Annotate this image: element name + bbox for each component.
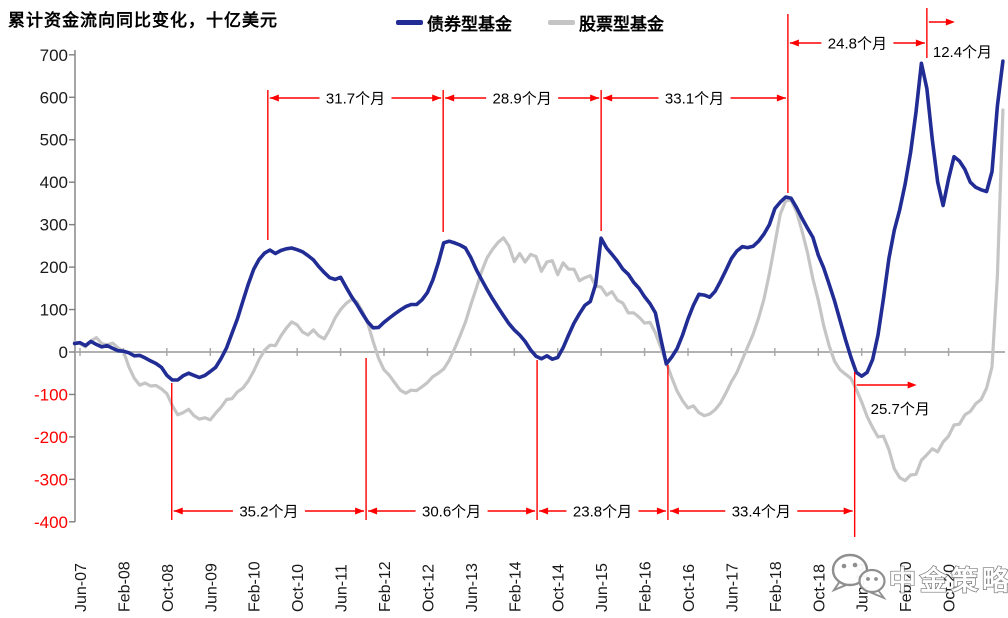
equity-line-swatch <box>548 20 575 25</box>
chart-title: 累计资金流向同比变化，十亿美元 <box>8 11 278 30</box>
legend-item-equity: 股票型基金 <box>548 10 664 35</box>
dimension-label-bg <box>319 88 392 108</box>
cycle-length-label: 33.4个月 <box>732 504 791 521</box>
y-tick-label: 300 <box>40 216 68 235</box>
cycle-length-label: 25.7个月 <box>871 401 930 418</box>
y-tick-label: 700 <box>40 46 68 65</box>
arrowhead-left-icon <box>445 94 455 102</box>
cycle-length-label: 30.6个月 <box>422 504 481 521</box>
arrowhead-right-icon <box>355 507 365 515</box>
x-tick-label: Jun-17 <box>724 563 741 612</box>
y-axis: 700 600 500 400 300 200 100 0 -100 -200 -300 -400 <box>34 46 76 532</box>
wechat-bubble-small <box>858 568 886 594</box>
arrowhead-right-icon <box>776 94 786 102</box>
x-tick-label: Oct-14 <box>551 564 568 612</box>
cycle-annotations: 31.7个月 28.9个月 33.1个月 24.8个月 35.2个月 30.6个月 23.8… <box>171 8 992 537</box>
y-tick-label: -100 <box>34 385 68 404</box>
dimension-label-bg <box>725 501 798 521</box>
dimension-label-bg <box>566 501 639 521</box>
y-tick-label: 200 <box>40 258 68 277</box>
dimension-label-bg <box>821 33 894 53</box>
arrowhead-right-icon <box>843 507 853 515</box>
y-tick-label: 400 <box>40 173 68 192</box>
wechat-bubble-eye <box>874 577 878 581</box>
chart-built-content: 700 600 500 400 300 200 100 0 -100 -200 -300 -400 Ju… <box>34 8 1005 612</box>
dimension-label-bg <box>486 88 559 108</box>
x-tick-label: Feb-08 <box>116 561 133 612</box>
y-tick-label: -400 <box>34 513 68 532</box>
arrowhead-right-icon <box>526 507 536 515</box>
wechat-bubble-eye <box>852 562 858 568</box>
y-tick-label: 0 <box>59 343 68 362</box>
cycle-length-label: 28.9个月 <box>493 91 552 108</box>
arrowhead-left-icon <box>173 507 183 515</box>
legend-item-bond: 债券型基金 <box>396 10 512 35</box>
arrowhead-left-icon <box>539 507 549 515</box>
y-tick-label: 500 <box>40 131 68 150</box>
arrowhead-right-icon <box>590 94 600 102</box>
bond-line-swatch <box>396 20 423 25</box>
x-tick-label: Feb-14 <box>507 561 524 612</box>
x-tick-label: Jun-07 <box>73 563 90 612</box>
x-tick-label: Feb-20 <box>898 561 915 612</box>
x-tick-label: Jun-15 <box>594 563 611 612</box>
x-tick-label: Jun-09 <box>203 563 220 612</box>
legend-label-equity: 股票型基金 <box>579 15 664 34</box>
arrowhead-right-icon <box>432 94 442 102</box>
arrowhead-left-icon <box>368 507 378 515</box>
arrowhead-right-icon <box>907 381 917 389</box>
y-tick-label: -200 <box>34 428 68 447</box>
x-tick-label: Feb-10 <box>247 561 264 612</box>
arrowhead-right-icon <box>945 18 955 26</box>
wechat-bubble-eye <box>841 563 847 569</box>
y-tick-label: 600 <box>40 88 68 107</box>
legend-label-bond: 债券型基金 <box>427 15 512 34</box>
x-tick-label: Oct-08 <box>160 564 177 612</box>
cycle-length-label: 31.7个月 <box>326 91 385 108</box>
y-tick-label: -300 <box>34 470 68 489</box>
x-tick-label: Feb-18 <box>768 561 785 612</box>
wechat-bubble-eye <box>866 577 870 581</box>
cycle-length-label: 24.8个月 <box>828 36 887 53</box>
cycle-length-label: 23.8个月 <box>573 504 632 521</box>
cycle-length-label: 33.1个月 <box>665 91 724 108</box>
arrowhead-right-icon <box>656 507 666 515</box>
x-tick-label: Oct-12 <box>420 564 437 612</box>
x-tick-label: Feb-12 <box>377 561 394 612</box>
dimension-label-bg <box>658 88 731 108</box>
watermark: 中金策略 <box>831 553 1008 601</box>
arrowhead-left-icon <box>669 507 679 515</box>
x-tick-label: Feb-16 <box>638 561 655 612</box>
x-tick-label: Oct-16 <box>681 564 698 612</box>
bond-series-line <box>72 59 1005 382</box>
x-tick-label: Oct-20 <box>942 564 959 612</box>
x-tick-label: Oct-18 <box>811 564 828 612</box>
watermark-text: 中金策略 <box>889 565 1008 596</box>
dimension-label-bg <box>232 501 305 521</box>
arrowhead-left-icon <box>789 39 799 47</box>
cycle-length-label: 35.2个月 <box>239 504 298 521</box>
dimension-label-bg <box>415 501 488 521</box>
arrowhead-left-icon <box>269 94 279 102</box>
x-tick-label: Oct-10 <box>290 564 307 612</box>
x-tick-label: Jun-13 <box>464 563 481 612</box>
arrowhead-left-icon <box>603 94 613 102</box>
y-tick-label: 100 <box>40 301 68 320</box>
equity-series-line <box>73 108 1005 483</box>
cycle-length-label: 12.4个月 <box>933 44 992 61</box>
x-tick-label: Jun-11 <box>334 564 351 612</box>
arrowhead-right-icon <box>915 39 925 47</box>
chart-legend: 债券型基金 股票型基金 <box>396 10 664 35</box>
